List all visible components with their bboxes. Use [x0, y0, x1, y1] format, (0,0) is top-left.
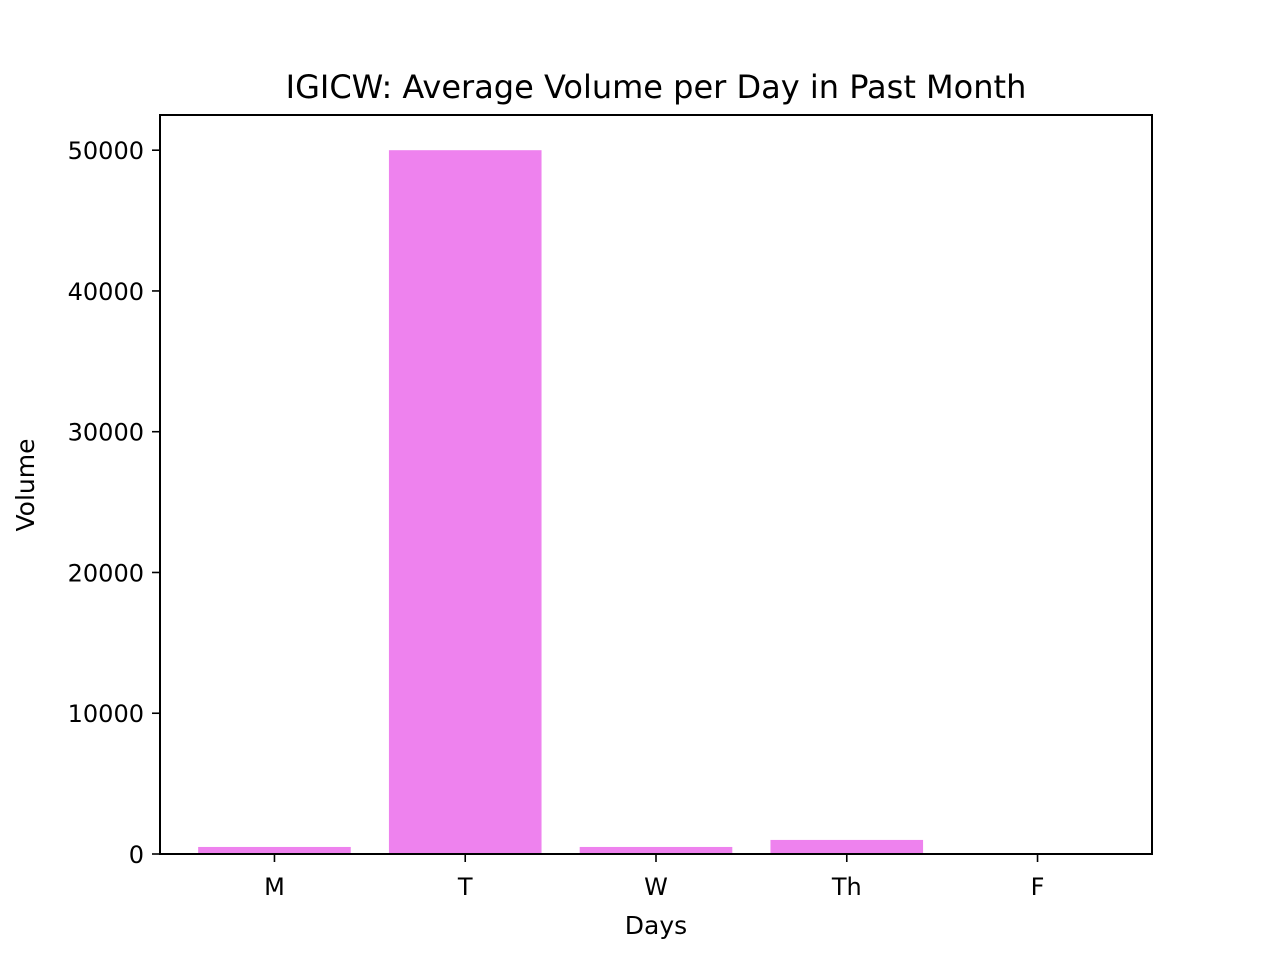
- x-tick-label: F: [1031, 873, 1045, 901]
- bar-t: [388, 150, 542, 854]
- bars-group: [198, 150, 924, 854]
- x-tick-label: W: [644, 873, 668, 901]
- plot-frame: [159, 114, 1153, 855]
- bar-th: [770, 839, 924, 854]
- bar-m: [198, 846, 351, 854]
- x-tick-label: T: [457, 873, 473, 901]
- y-axis-ticks: 0 10000 20000 30000 40000 50000: [68, 137, 160, 869]
- y-tick-label: 50000: [68, 137, 144, 165]
- x-axis-ticks: M T W Th F: [264, 854, 1044, 901]
- chart-title: IGICW: Average Volume per Day in Past Mo…: [286, 68, 1027, 106]
- y-tick-label: 20000: [68, 559, 144, 587]
- y-tick-label: 0: [129, 841, 144, 869]
- y-tick-label: 10000: [68, 700, 144, 728]
- x-tick-label: Th: [831, 873, 862, 901]
- y-tick-label: 40000: [68, 278, 144, 306]
- y-axis-label: Volume: [11, 439, 40, 532]
- x-tick-label: M: [264, 873, 285, 901]
- y-tick-label: 30000: [68, 419, 144, 447]
- bar-w: [579, 846, 733, 854]
- x-axis-label: Days: [625, 911, 687, 940]
